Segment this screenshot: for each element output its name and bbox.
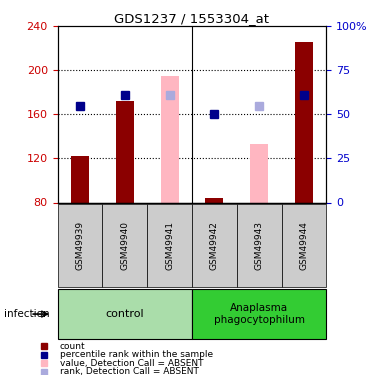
- Text: percentile rank within the sample: percentile rank within the sample: [60, 350, 213, 359]
- Bar: [282, 204, 326, 287]
- Text: Anaplasma
phagocytophilum: Anaplasma phagocytophilum: [214, 303, 305, 325]
- Bar: [206, 198, 223, 202]
- Bar: [116, 101, 134, 202]
- Bar: [192, 289, 326, 339]
- Bar: [237, 204, 282, 287]
- Text: GSM49941: GSM49941: [165, 221, 174, 270]
- Bar: [58, 204, 102, 287]
- Text: infection: infection: [4, 309, 49, 319]
- Text: control: control: [105, 309, 144, 319]
- Text: count: count: [60, 342, 86, 351]
- Bar: [102, 204, 147, 287]
- Text: GSM49943: GSM49943: [255, 221, 264, 270]
- Bar: [295, 42, 313, 203]
- Bar: [58, 289, 192, 339]
- Title: GDS1237 / 1553304_at: GDS1237 / 1553304_at: [115, 12, 269, 25]
- Text: GSM49940: GSM49940: [120, 221, 129, 270]
- Text: GSM49939: GSM49939: [75, 220, 85, 270]
- Text: value, Detection Call = ABSENT: value, Detection Call = ABSENT: [60, 358, 203, 368]
- Text: GSM49942: GSM49942: [210, 221, 219, 270]
- Bar: [250, 144, 268, 202]
- Text: GSM49944: GSM49944: [299, 221, 309, 270]
- Bar: [161, 76, 178, 202]
- Text: rank, Detection Call = ABSENT: rank, Detection Call = ABSENT: [60, 367, 199, 375]
- Bar: [147, 204, 192, 287]
- Bar: [71, 156, 89, 203]
- Bar: [192, 204, 237, 287]
